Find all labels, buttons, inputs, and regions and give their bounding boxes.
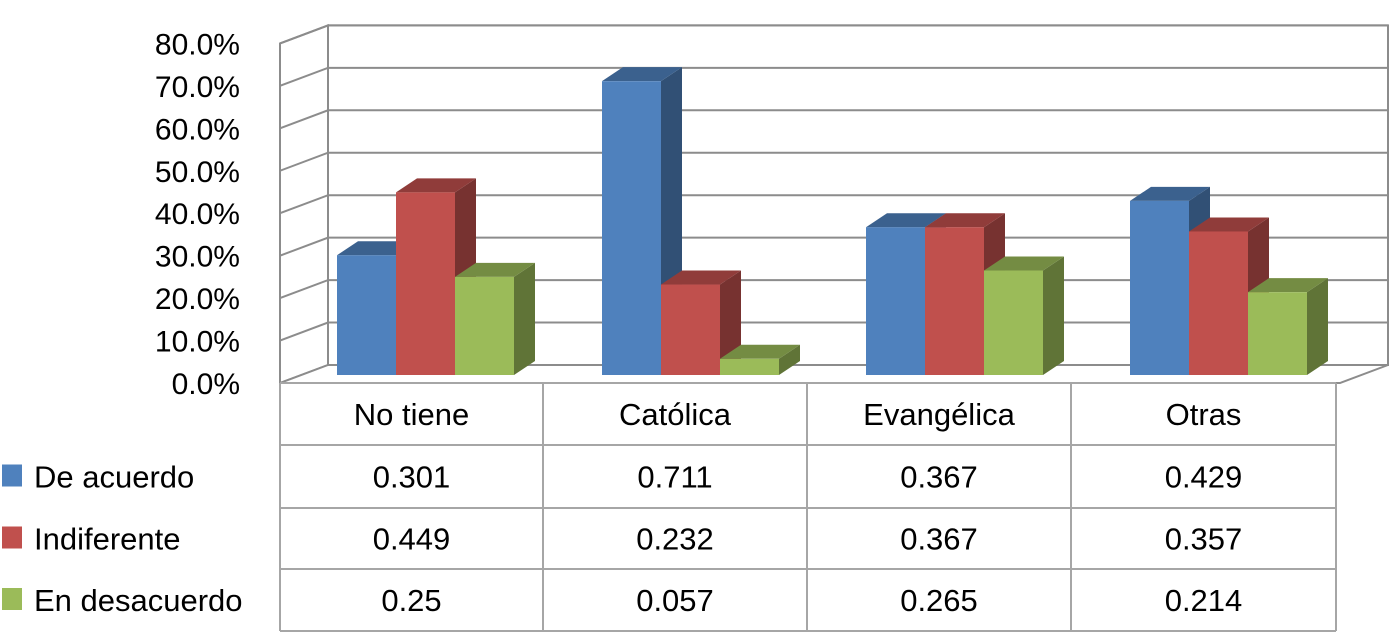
- bar-front: [866, 227, 925, 375]
- bar: [720, 344, 800, 375]
- bar-front: [661, 284, 720, 375]
- y-tick-label: 20.0%: [155, 283, 240, 316]
- bar: [984, 256, 1064, 375]
- table-cell-value: 0.367: [900, 522, 978, 557]
- bar-side: [514, 262, 535, 375]
- bar-top: [1130, 186, 1210, 201]
- legend-label: De acuerdo: [34, 460, 194, 495]
- table-cell-value: 0.214: [1165, 583, 1243, 618]
- bar-top: [1248, 278, 1328, 293]
- y-tick-label: 40.0%: [155, 198, 240, 231]
- bar-front: [396, 192, 455, 375]
- category-label: Católica: [619, 397, 732, 432]
- data-table: No tiene Católica Evangélica Otras De acuerd…: [2, 382, 1337, 632]
- y-tick-label: 30.0%: [155, 241, 240, 274]
- bar-top: [1189, 217, 1269, 232]
- gridline: [279, 24, 1388, 45]
- gridline: [279, 66, 1388, 87]
- bar-side: [1307, 278, 1328, 375]
- y-tick-label: 70.0%: [155, 71, 240, 104]
- table-cell-value: 0.301: [373, 460, 451, 495]
- bar-front: [1248, 292, 1307, 375]
- y-tick-label: 10.0%: [155, 326, 240, 359]
- category-label: Evangélica: [863, 397, 1015, 432]
- table-cell-value: 0.232: [636, 522, 714, 557]
- bar-front: [1130, 200, 1189, 375]
- table-cell-value: 0.367: [900, 460, 978, 495]
- bar-front: [984, 270, 1043, 375]
- bar-top: [661, 270, 741, 285]
- gridline: [279, 109, 1388, 130]
- table-cell-value: 0.265: [900, 583, 978, 618]
- bar: [602, 67, 682, 376]
- table-cell-value: 0.057: [636, 583, 714, 618]
- bar-top: [925, 213, 1005, 228]
- bar-top: [720, 344, 800, 359]
- table-cell-value: 0.25: [381, 583, 441, 618]
- gridline: [279, 194, 1388, 215]
- y-tick-label: 60.0%: [155, 113, 240, 146]
- bar-top: [866, 213, 946, 228]
- bar-top: [602, 67, 682, 82]
- bar: [1248, 278, 1328, 375]
- bar-side: [779, 344, 800, 375]
- table-cell-value: 0.357: [1165, 522, 1243, 557]
- bar-front: [455, 276, 514, 375]
- y-axis: 0.0% 10.0% 20.0% 30.0% 40.0% 50.0% 60.0% 70.0% 8…: [155, 28, 240, 401]
- bar: [661, 270, 741, 375]
- bar: [925, 213, 1005, 375]
- bar-top: [396, 178, 476, 193]
- bar: [455, 262, 535, 375]
- bar-top: [984, 256, 1064, 271]
- bar-front: [1189, 231, 1248, 375]
- legend-label: En desacuerdo: [34, 583, 243, 618]
- legend-label: Indiferente: [34, 522, 181, 557]
- table-cell-value: 0.429: [1165, 460, 1243, 495]
- y-tick-label: 80.0%: [155, 28, 240, 61]
- bar-front: [337, 255, 396, 375]
- legend-swatch: [2, 464, 22, 487]
- category-label: Otras: [1166, 397, 1242, 432]
- legend-swatch: [2, 588, 22, 610]
- bar-top: [455, 262, 535, 277]
- bar-side: [1043, 256, 1064, 375]
- bar-front: [720, 358, 779, 375]
- bar-front: [602, 81, 661, 376]
- gridline: [279, 236, 1388, 257]
- gridline: [279, 151, 1388, 172]
- table-cell-value: 0.711: [637, 460, 712, 495]
- table-cell-value: 0.449: [373, 522, 451, 557]
- bar-front: [925, 227, 984, 375]
- bars: [337, 67, 1328, 376]
- y-tick-label: 0.0%: [172, 368, 240, 401]
- gridlines: [279, 24, 1388, 342]
- y-tick-label: 50.0%: [155, 156, 240, 189]
- category-label: No tiene: [354, 397, 469, 432]
- legend-swatch: [2, 526, 22, 549]
